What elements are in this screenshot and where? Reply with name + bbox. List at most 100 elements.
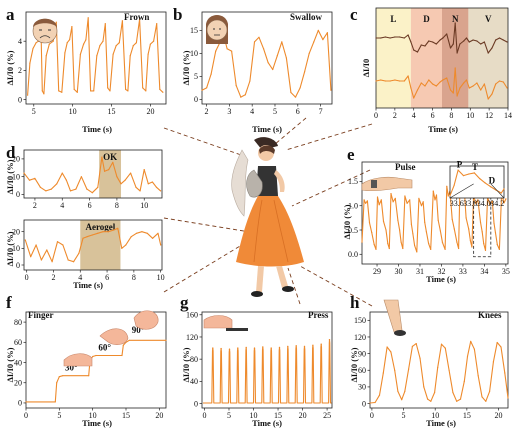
data-point (285, 57, 287, 59)
x-tick-label: 0 (25, 273, 29, 282)
data-point (414, 244, 416, 247)
data-point (51, 261, 53, 263)
data-point (160, 244, 162, 246)
x-tick-label: 8 (115, 201, 119, 210)
x-tick-label: 10 (140, 201, 148, 210)
data-point (410, 223, 412, 225)
data-point (375, 248, 377, 250)
data-point (24, 239, 26, 241)
y-tick-label: 1.5 (348, 177, 358, 186)
data-point (459, 43, 461, 45)
data-point (388, 247, 390, 250)
ylabel-f: ΔI/I0 (%) (5, 347, 15, 382)
data-point (380, 79, 382, 81)
x-tick-label: 20 (146, 107, 154, 116)
panel-d-top: OK 2 4 6 8 10 0 10 20 (12, 149, 163, 210)
data-point (34, 177, 36, 179)
data-point (463, 40, 465, 42)
plot-frame (25, 311, 167, 409)
data-point (86, 236, 88, 238)
highlight-label: OK (103, 152, 117, 162)
data-point (458, 247, 460, 250)
inset-data-point (457, 169, 459, 171)
data-point (477, 199, 479, 201)
data-point (430, 400, 432, 402)
peak-point (295, 345, 297, 347)
data-point (142, 87, 144, 89)
data-point (465, 37, 468, 39)
data-point (378, 204, 380, 206)
highlight-band (99, 150, 122, 198)
data-point (147, 183, 149, 185)
x-tick-label: 2 (51, 273, 55, 282)
data-point (408, 368, 410, 370)
data-point (435, 43, 437, 45)
data-point (415, 343, 417, 345)
data-point (394, 36, 396, 38)
x-tick-label: 6 (105, 273, 109, 282)
x-tick-label: 35 (502, 267, 510, 276)
xlabel-h: Time (s) (426, 418, 456, 428)
data-point (416, 251, 418, 253)
x-tick-label: 15 (463, 411, 471, 420)
data-point (430, 248, 432, 250)
panel-a: 5 10 15 20 0 2 4 (18, 11, 167, 116)
pressing-hand-icon (203, 315, 248, 331)
data-point (456, 241, 458, 243)
data-point (240, 96, 242, 98)
peak-point (287, 345, 289, 348)
data-point (115, 45, 117, 47)
data-point (485, 400, 487, 402)
data-point (107, 231, 109, 233)
swallow-face-icon (206, 15, 228, 44)
plot-frame (23, 149, 163, 199)
data-point (35, 42, 37, 44)
data-point (489, 204, 491, 206)
x-tick-label: 6 (88, 201, 92, 210)
data-point (446, 33, 448, 35)
data-point (472, 85, 474, 87)
data-point (95, 354, 97, 357)
x-tick-label: 20 (299, 411, 307, 420)
inset-peak-label: T (472, 162, 478, 172)
data-point (135, 232, 138, 234)
panel-letter-d: d (6, 143, 16, 162)
data-point (86, 188, 88, 190)
y-tick-label: 0 (362, 399, 366, 408)
y-tick-label: 120 (186, 333, 198, 342)
data-point (434, 391, 436, 394)
y-tick-label: 4 (18, 37, 22, 46)
peak-point (245, 346, 247, 349)
ylabel-d-bottom: ΔI/I0 (%) (5, 231, 15, 266)
data-point (215, 50, 217, 52)
data-point (67, 259, 69, 261)
panel-title-frown: Frown (124, 12, 149, 22)
data-point (299, 87, 301, 89)
panel-c: L D N V 0 2 4 6 8 10 12 14 (374, 7, 512, 120)
data-point (392, 201, 394, 203)
y-tick-label: 40 (190, 377, 198, 386)
xlabel-f: Time (s) (82, 418, 112, 428)
data-point (449, 89, 452, 91)
data-point (491, 47, 493, 49)
data-point (101, 156, 103, 158)
data-point (378, 394, 381, 396)
data-point (394, 369, 396, 371)
y-tick-label: 30 (358, 383, 366, 392)
x-tick-label: 6 (431, 111, 435, 120)
xlabel-a: Time (s) (82, 124, 112, 134)
data-point (375, 80, 377, 82)
data-point (118, 42, 120, 44)
peak-point (262, 346, 264, 348)
data-point (456, 52, 458, 54)
data-point (487, 52, 489, 54)
data-point (382, 220, 385, 222)
data-point (420, 44, 422, 46)
data-point (459, 398, 462, 400)
signal-trace (27, 17, 164, 96)
data-point (483, 83, 485, 85)
data-point (122, 344, 124, 346)
data-point (48, 43, 50, 45)
data-point (409, 199, 411, 201)
data-point (93, 90, 95, 92)
